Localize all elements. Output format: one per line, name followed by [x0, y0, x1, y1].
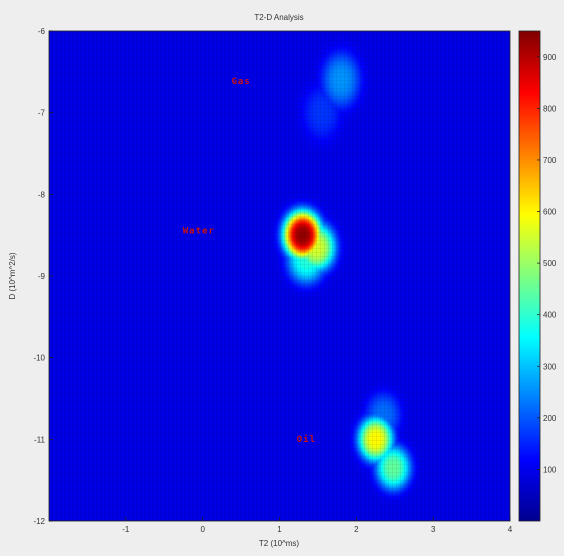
- x-tick-label: -1: [122, 525, 130, 534]
- heatmap-cell-grid: [49, 31, 510, 521]
- x-tick-label: 3: [431, 525, 436, 534]
- x-tick-label: 1: [277, 525, 282, 534]
- colorbar-tick-label: 400: [543, 311, 557, 320]
- peak-label-oil: Oil: [297, 434, 316, 445]
- y-tick-label: -9: [38, 272, 46, 281]
- colorbar-tick-label: 700: [543, 156, 557, 165]
- y-tick-label: -8: [38, 190, 46, 199]
- x-axis-ticks: -1 0 1 2 3 4: [122, 517, 513, 534]
- y-tick-label: -10: [33, 354, 45, 363]
- colorbar-tick-label: 500: [543, 259, 557, 268]
- colorbar-tick-label: 600: [543, 208, 557, 217]
- y-tick-label: -11: [34, 435, 46, 444]
- y-tick-label: -7: [38, 109, 46, 118]
- y-axis-label: D (10^m^2/s): [8, 252, 17, 299]
- y-tick-label: -12: [33, 517, 45, 526]
- peak-label-gas: Gas: [231, 77, 250, 87]
- colorbar-gradient: [519, 31, 540, 521]
- colorbar-tick-label: 800: [543, 104, 557, 113]
- colorbar-tick-label: 300: [543, 362, 557, 371]
- colorbar-tick-label: 900: [543, 53, 557, 62]
- colorbar-ticks: 100 200 300 400 500 600 700 800 900: [537, 53, 557, 474]
- y-tick-label: -6: [38, 27, 46, 36]
- x-tick-label: 0: [200, 525, 205, 534]
- y-axis-ticks: -6 -7 -8 -9 -10 -11 -12: [33, 27, 53, 526]
- colorbar-tick-label: 100: [543, 465, 557, 474]
- colorbar-tick-label: 200: [543, 414, 557, 423]
- peak-annotations: Gas Water Oil: [183, 77, 316, 445]
- x-axis-label: T2 (10^ms): [259, 539, 300, 548]
- colorbar-frame: [518, 30, 541, 522]
- chart-title: T2-D Analysis: [254, 13, 303, 22]
- peak-label-water: Water: [183, 227, 215, 237]
- x-tick-label: 4: [508, 525, 513, 534]
- x-tick-label: 2: [354, 525, 359, 534]
